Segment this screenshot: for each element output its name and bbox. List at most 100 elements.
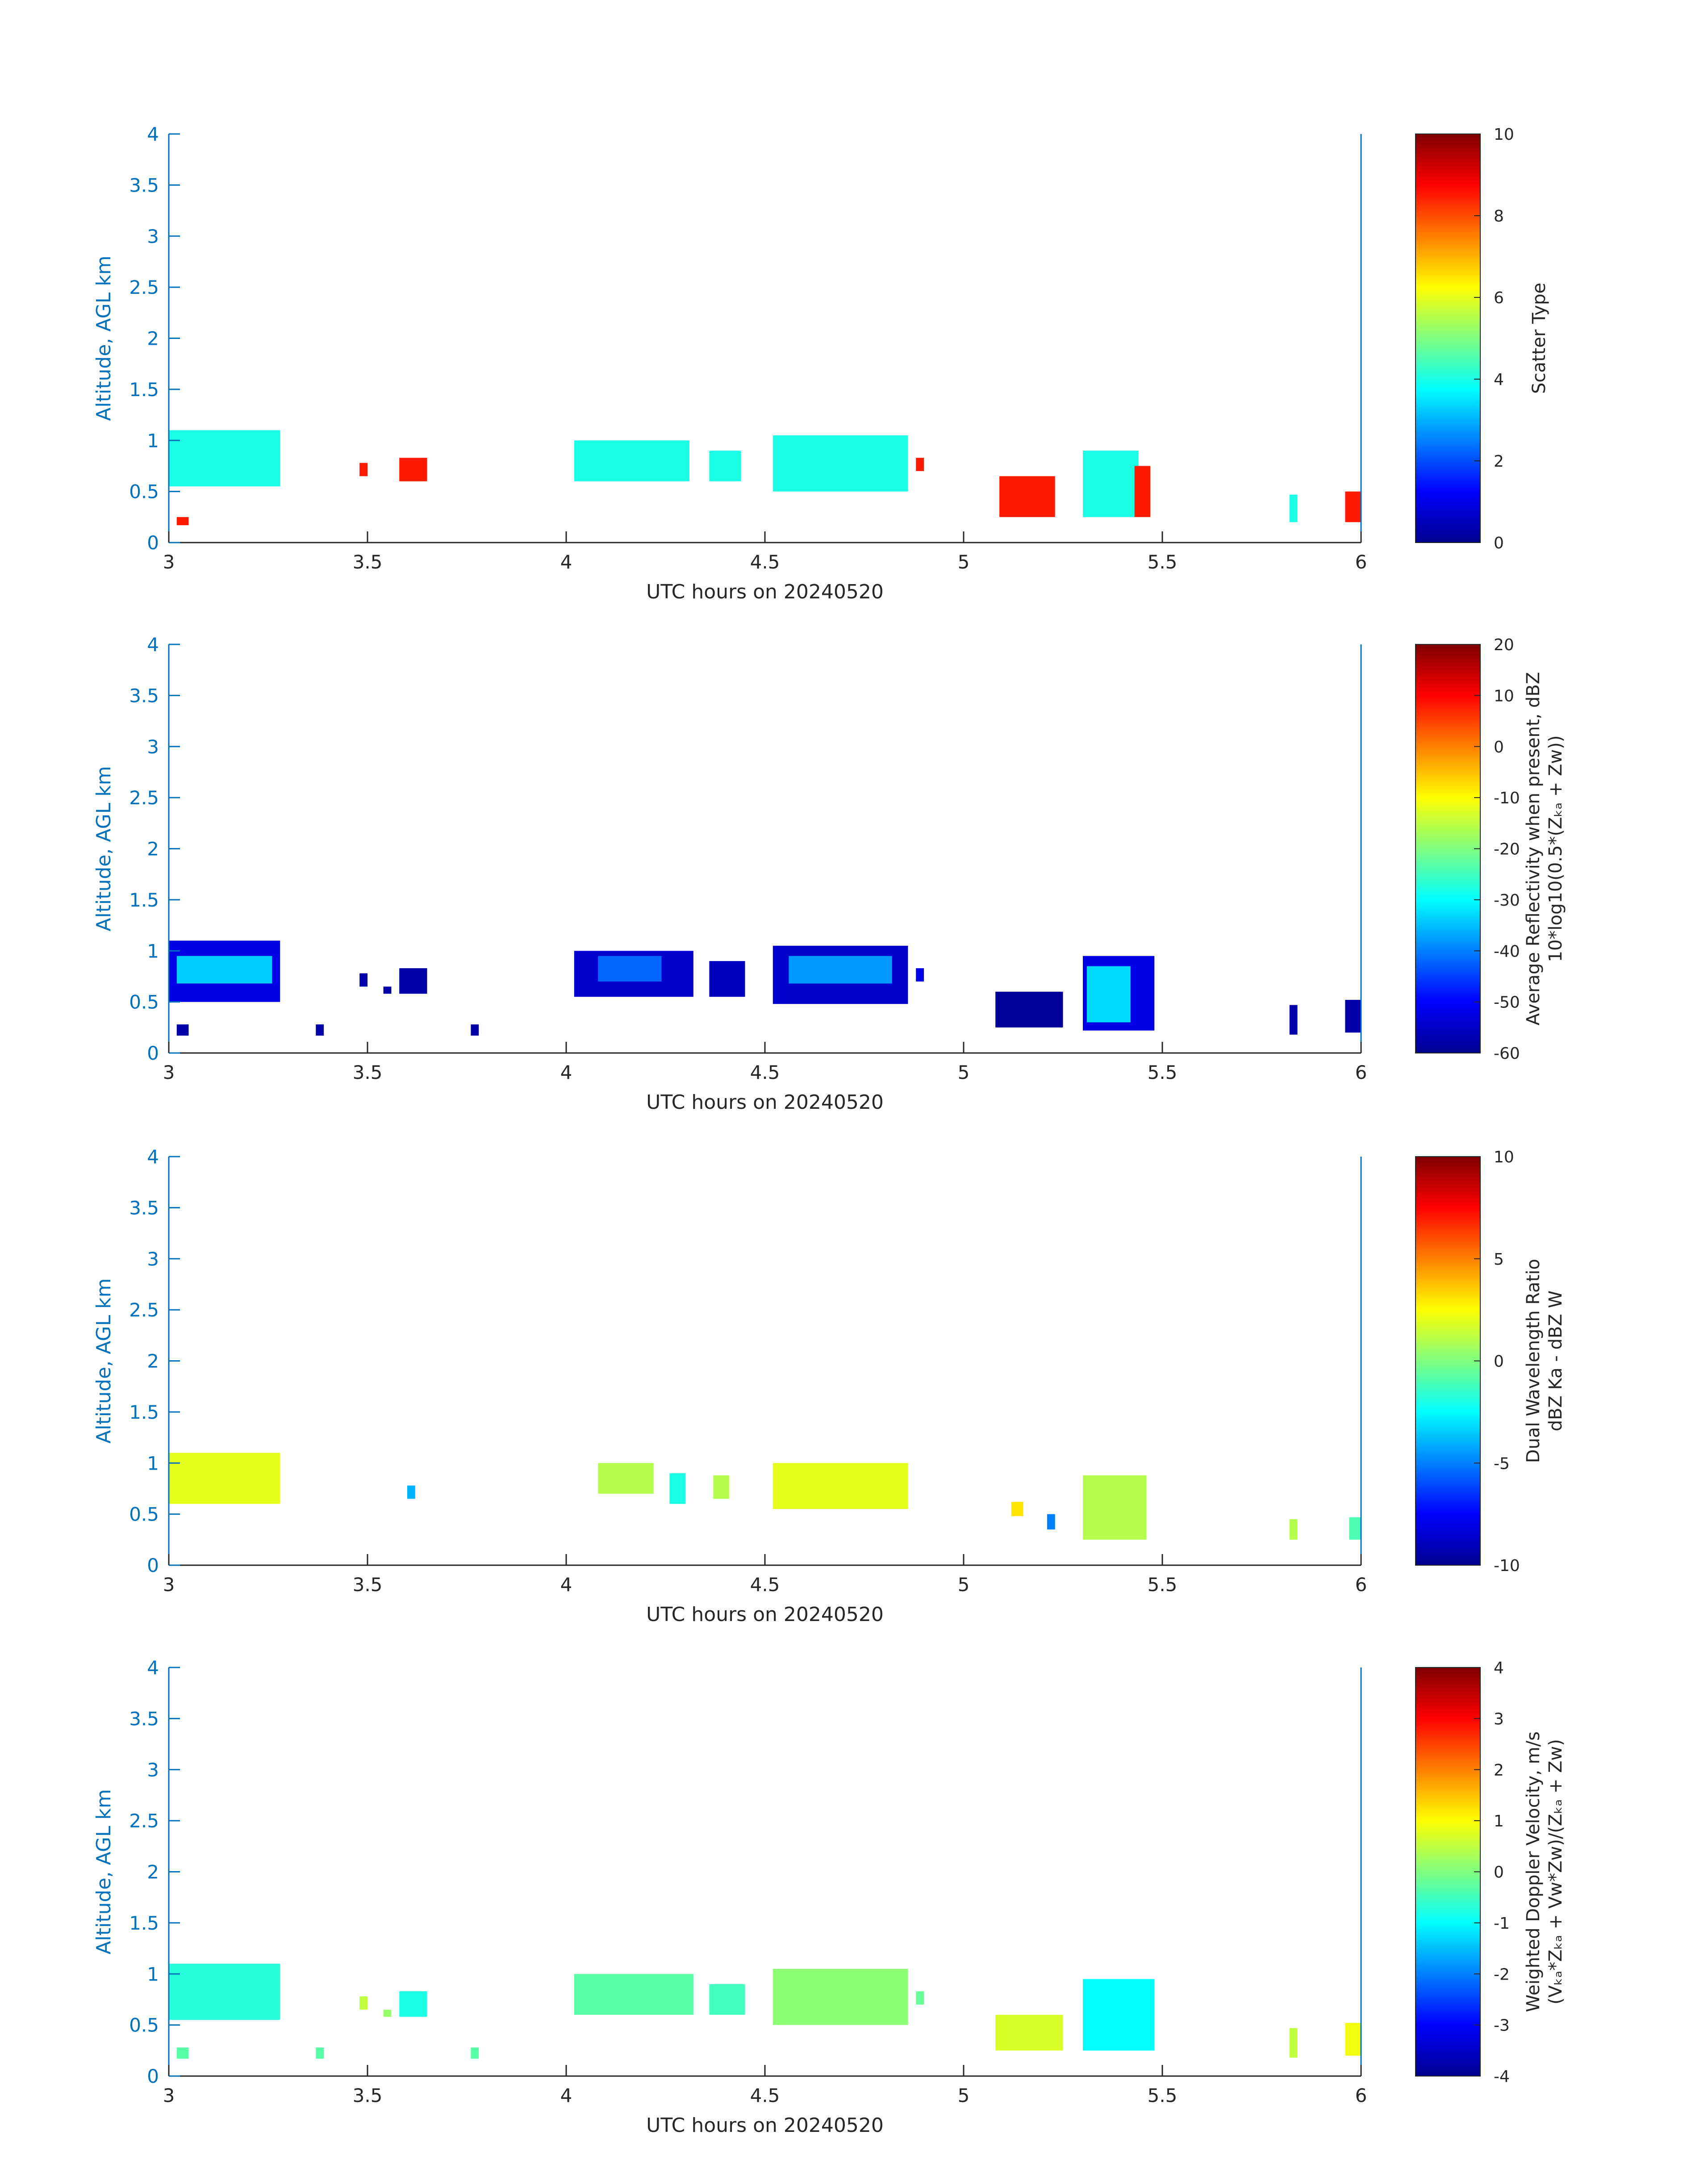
data-cell-17 <box>1086 966 1131 1023</box>
x-axis-label: UTC hours on 20240520 <box>646 1091 884 1114</box>
data-cell-15 <box>1345 2023 1361 2056</box>
colorbar-tick-label: 6 <box>1494 289 1504 307</box>
colorbar-tick-label: -4 <box>1494 2068 1510 2086</box>
colorbar-tick-label: -5 <box>1494 1454 1510 1473</box>
colorbar-subtitle: dBZ Ka - dBZ W <box>1545 1291 1566 1431</box>
data-cell-18 <box>1289 1005 1298 1035</box>
colorbar-gradient <box>1415 644 1481 1053</box>
colorbar: 10 5 0 -5 -10 Dual Wavelength Ratio dBZ Ka - d… <box>1415 1148 1566 1575</box>
y-tick-label: 4 <box>147 1657 159 1679</box>
x-tick-label: 3 <box>163 1061 175 1083</box>
data-cell-2 <box>176 956 272 984</box>
colorbar-title: Weighted Doppler Velocity, m/s <box>1523 1731 1544 2012</box>
data-cell-3 <box>176 1024 189 1036</box>
colorbar-tick-label: 5 <box>1494 1250 1504 1269</box>
colorbar-tick-label: 0 <box>1494 534 1504 552</box>
y-tick-label: 1 <box>147 1963 159 1985</box>
data-cell-10 <box>1083 451 1139 517</box>
colorbar-tick-label: -40 <box>1494 942 1520 961</box>
data-cell-1 <box>169 1964 280 2020</box>
y-tick-label: 3.5 <box>129 174 159 196</box>
data-cell-19 <box>1345 1000 1361 1033</box>
data-cell-11 <box>1349 1517 1361 1540</box>
x-tick-label: 3.5 <box>353 2085 383 2106</box>
y-tick-label: 4 <box>147 1146 159 1168</box>
x-tick-label: 5.5 <box>1148 551 1178 573</box>
x-axis-label: UTC hours on 20240520 <box>646 581 884 603</box>
y-tick-label: 0.5 <box>129 481 159 503</box>
data-cells <box>169 1453 1361 1540</box>
x-axis-label: UTC hours on 20240520 <box>646 2114 884 2137</box>
x-tick-label: 5.5 <box>1148 1061 1178 1083</box>
data-cells <box>169 940 1361 1036</box>
data-cell-11 <box>1134 466 1151 517</box>
data-cell-3 <box>359 463 367 476</box>
y-tick-label: 2.5 <box>129 1810 159 1832</box>
data-cell-5 <box>383 2010 392 2017</box>
y-tick-label: 2 <box>147 1861 159 1883</box>
y-tick-label: 3 <box>147 736 159 758</box>
x-tick-label: 3 <box>163 551 175 573</box>
data-cell-2 <box>407 1485 415 1499</box>
colorbar: 10 8 6 4 2 0 Scatter Type <box>1415 125 1549 552</box>
y-tick-label: 1.5 <box>129 1401 159 1423</box>
y-tick-label: 0 <box>147 1042 159 1064</box>
colorbar-gradient <box>1415 1667 1481 2077</box>
data-cell-9 <box>999 476 1055 517</box>
panels-root: 0 0.5 1 1.5 2 2.5 3 3.5 4 3 3.5 4 4.5 5 5.5 6 Altitude, … <box>92 123 1566 2137</box>
colorbar-title: Dual Wavelength Ratio <box>1523 1259 1544 1463</box>
x-tick-label: 5.5 <box>1148 1574 1178 1596</box>
x-tick-label: 4 <box>560 2085 572 2106</box>
x-tick-label: 5 <box>958 2085 970 2106</box>
x-tick-label: 3.5 <box>353 1574 383 1596</box>
y-tick-label: 2 <box>147 838 159 860</box>
colorbar-tick-label: -10 <box>1494 1557 1520 1575</box>
colorbar-tick-label: 3 <box>1494 1710 1504 1728</box>
colorbar-tick-label: 20 <box>1494 636 1514 654</box>
data-cell-10 <box>773 1968 908 2025</box>
x-tick-label: 3.5 <box>353 1061 383 1083</box>
data-cell-11 <box>916 1991 924 2005</box>
y-tick-label: 4 <box>147 123 159 145</box>
chart-panel-1: 0 0.5 1 1.5 2 2.5 3 3.5 4 3 3.5 4 4.5 5 5.5 6 Altitude, … <box>92 123 1549 603</box>
data-cell-3 <box>598 1463 654 1494</box>
data-cell-4 <box>359 1996 367 2010</box>
data-cell-1 <box>169 430 280 487</box>
x-tick-label: 6 <box>1355 2085 1367 2106</box>
data-cells <box>169 430 1361 526</box>
colorbar-tick-label: 10 <box>1494 125 1514 144</box>
x-tick-label: 5 <box>958 1061 970 1083</box>
data-cell-13 <box>1345 491 1361 522</box>
data-cell-12 <box>995 2014 1063 2051</box>
data-cell-13 <box>1083 1979 1155 2051</box>
data-cell-7 <box>773 435 908 492</box>
data-cell-4 <box>399 458 427 481</box>
x-tick-label: 4 <box>560 551 572 573</box>
colorbar-tick-label: 10 <box>1494 687 1514 705</box>
colorbar-tick-label: -10 <box>1494 789 1520 807</box>
data-cell-14 <box>1289 2028 1298 2058</box>
data-cell-10 <box>1289 1519 1298 1540</box>
colorbar-tick-label: 10 <box>1494 1148 1514 1166</box>
x-tick-label: 5.5 <box>1148 2085 1178 2106</box>
y-tick-label: 3 <box>147 226 159 247</box>
colorbar-title: Average Reflectivity when present, dBZ <box>1523 672 1544 1025</box>
data-cell-6 <box>383 986 392 994</box>
y-tick-label: 3 <box>147 1248 159 1270</box>
data-cell-8 <box>916 458 924 471</box>
colorbar-tick-label: 2 <box>1494 452 1504 471</box>
colorbar-gradient <box>1415 1156 1481 1566</box>
colorbar-tick-label: 0 <box>1494 738 1504 756</box>
y-tick-label: 2.5 <box>129 1299 159 1321</box>
x-tick-label: 4.5 <box>750 551 780 573</box>
chart-panel-2: 0 0.5 1 1.5 2 2.5 3 3.5 4 3 3.5 4 4.5 5 5.5 6 Altitude, … <box>92 634 1566 1114</box>
y-tick-label: 0.5 <box>129 1504 159 1525</box>
data-cell-4 <box>669 1473 685 1504</box>
y-tick-label: 1.5 <box>129 379 159 401</box>
x-tick-label: 4.5 <box>750 2085 780 2106</box>
y-tick-label: 3.5 <box>129 1708 159 1730</box>
x-tick-label: 3 <box>163 1574 175 1596</box>
colorbar-tick-label: -50 <box>1494 994 1520 1012</box>
data-cell-10 <box>598 956 662 982</box>
y-axis-label: Altitude, AGL km <box>92 255 115 421</box>
